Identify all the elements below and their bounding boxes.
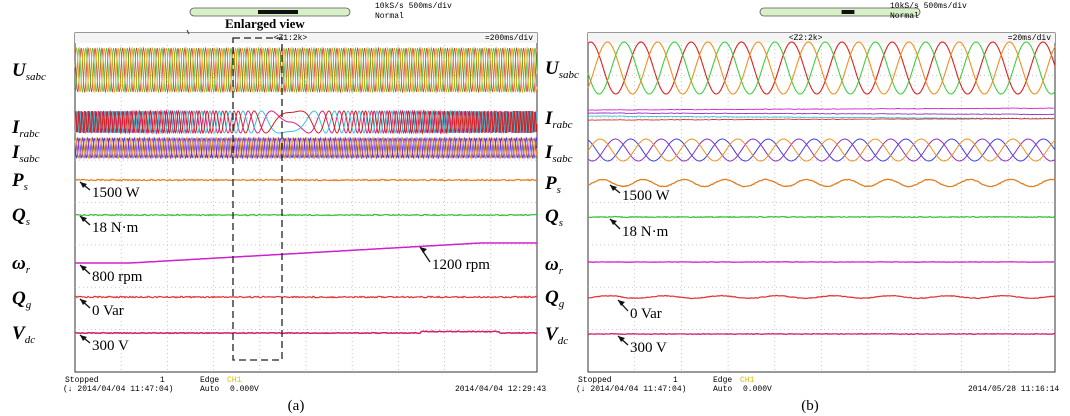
channel-label: Ps [11, 170, 28, 193]
state: Stopped [65, 376, 99, 385]
state: Stopped [578, 376, 612, 385]
annotation: 1200 rpm [432, 257, 490, 273]
trigger: Edge [200, 376, 219, 385]
channel-symbol: P [544, 173, 557, 194]
annotation: 0 Var [92, 303, 124, 319]
annotation: 800 rpm [92, 269, 143, 285]
channel-symbol: Q [12, 205, 26, 226]
channel-symbol: Q [545, 206, 559, 227]
figure: 10kS/s 500ms/divNormal<Z1:2k>=200ms/divE… [0, 0, 1070, 416]
channel-label: Ps [544, 173, 561, 196]
channel-label: Qg [12, 288, 32, 311]
annotation: 300 V [92, 338, 129, 354]
channel-label: Qs [12, 205, 30, 228]
timestamp: 2014/04/04 12:29:43 [455, 385, 546, 394]
channel-symbol: Q [12, 288, 26, 309]
channel-label: Vdc [545, 324, 568, 347]
channel-subscript: sabc [559, 69, 579, 81]
channel-label: Vdc [12, 323, 35, 346]
annotation: 1500 W [92, 185, 140, 201]
zoom-window [258, 10, 298, 14]
annotation: 0 Var [630, 306, 662, 322]
channel-symbol: ω [12, 253, 26, 274]
annotation: 18 N·m [622, 224, 669, 240]
channel-subscript: s [24, 181, 28, 193]
channel-label: Irabc [544, 108, 573, 131]
channel-label: ωr [545, 254, 564, 277]
channel-subscript: rabc [19, 128, 39, 140]
channel-subscript: r [26, 264, 31, 276]
channel-subscript: g [26, 299, 32, 311]
channel-subscript: dc [25, 334, 36, 346]
channel-symbol: Q [545, 287, 559, 308]
trigger-level: 0.000V [743, 385, 772, 394]
channel-label: Usabc [12, 60, 46, 83]
trigger-mode: Auto [713, 385, 732, 394]
timebase: =200ms/div [485, 34, 533, 43]
channel-label: Qg [545, 287, 565, 310]
annotation: 1500 W [622, 188, 670, 204]
count: 1 [160, 376, 165, 385]
channel-subscript: s [559, 217, 563, 229]
channel-label: Isabc [11, 142, 40, 165]
zoom-window [842, 10, 855, 14]
zoom-label: <Z2:2k> [789, 34, 823, 43]
channel-symbol: P [11, 170, 24, 191]
channel-symbol: ω [545, 254, 559, 275]
waveform [588, 217, 1055, 218]
caption: (a) [288, 398, 305, 414]
annotation: 18 N·m [92, 220, 139, 236]
channel-subscript: g [559, 298, 565, 310]
channel-subscript: dc [558, 335, 569, 347]
channel-subscript: s [26, 216, 30, 228]
sample-rate: 10kS/s 500ms/div [375, 2, 452, 11]
trigger-level: 0.000V [230, 385, 259, 394]
channel-subscript: r [559, 265, 564, 277]
sample-rate: 10kS/s 500ms/div [890, 2, 967, 11]
trigger-mode: Auto [200, 385, 219, 394]
timestamp: 2014/05/28 11:16:14 [968, 385, 1059, 394]
acq-mode: Normal [890, 12, 919, 21]
channel-label: Irabc [11, 117, 40, 140]
trigger-channel: CH1 [227, 376, 242, 385]
trigger-time: (↓ 2014/04/04 11:47:04) [63, 385, 173, 394]
channel-label: Isabc [544, 142, 573, 165]
channel-label: Usabc [545, 58, 579, 81]
channel-label: ωr [12, 253, 31, 276]
channel-subscript: rabc [552, 119, 572, 131]
count: 1 [673, 376, 678, 385]
channel-subscript: sabc [552, 153, 572, 165]
trigger-channel: CH1 [740, 376, 755, 385]
callout: Enlarged view [225, 16, 305, 31]
channel-subscript: sabc [19, 153, 39, 165]
waveform [588, 334, 1055, 335]
channel-subscript: s [557, 184, 561, 196]
annotation: 300 V [630, 340, 667, 356]
channel-label: Qs [545, 206, 563, 229]
timebase: =20ms/div [1008, 34, 1051, 43]
caption: (b) [801, 398, 819, 414]
trigger-time: (↓ 2014/04/04 11:47:04) [576, 385, 686, 394]
trigger: Edge [713, 376, 732, 385]
acq-mode: Normal [375, 12, 404, 21]
channel-subscript: sabc [26, 71, 46, 83]
